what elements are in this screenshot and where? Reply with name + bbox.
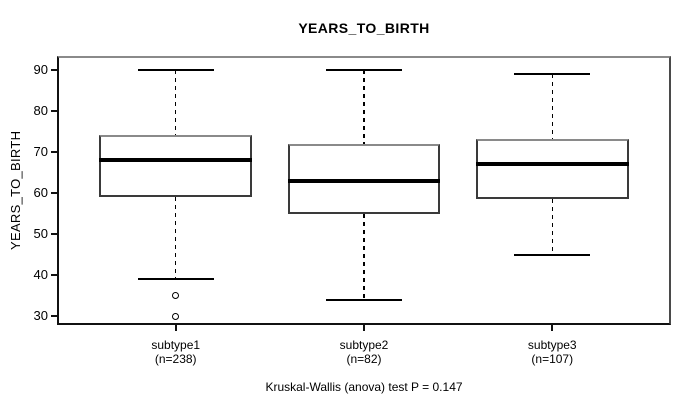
y-tick-label: 80 [33,102,48,118]
x-axis-group-label: subtype2 (n=82) [294,338,434,366]
group-n-label: (n=107) [531,351,574,366]
y-tick-mark [51,274,59,277]
group-label: subtype1 [151,338,201,352]
y-tick-mark [51,68,59,71]
x-tick-mark [551,325,554,331]
group-label: subtype3 [527,338,577,352]
outlier-point [172,292,180,300]
whisker-line-upper [551,73,554,140]
x-tick-mark [174,325,177,331]
whisker-line-lower [551,199,554,255]
group-label: subtype2 [339,338,389,352]
y-tick-mark [51,233,59,236]
y-tick-label: 50 [33,226,48,242]
y-tick-label: 90 [33,61,48,77]
plot-frame [57,56,671,325]
x-axis-group-label: subtype1 (n=238) [106,338,246,366]
whisker-cap-lower [514,253,591,256]
y-tick-mark [51,191,59,194]
median-line [476,162,629,167]
y-tick-label: 40 [33,267,48,283]
y-tick-label: 60 [33,184,48,200]
median-line [99,158,252,163]
chart-title: YEARS_TO_BIRTH [298,20,430,36]
group-n-label: (n=82) [346,351,382,366]
whisker-line-lower [174,197,177,280]
y-tick-label: 70 [33,143,48,159]
outlier-point [172,312,180,320]
whisker-cap-upper [325,68,403,71]
y-tick-mark [51,315,59,318]
y-tick-label: 30 [33,308,48,324]
whisker-line-lower [363,213,365,300]
iqr-box [287,143,441,214]
stat-test-caption: Kruskal-Wallis (anova) test P = 0.147 [265,380,463,394]
iqr-box [476,139,629,200]
whisker-cap-upper [514,72,591,75]
whisker-line-upper [363,69,365,144]
iqr-box [99,135,252,198]
whisker-cap-lower [137,278,214,281]
group-n-label: (n=238) [154,351,197,366]
whisker-cap-upper [137,68,214,71]
whisker-cap-lower [325,298,403,301]
x-tick-mark [363,325,365,331]
x-axis-group-label: subtype3 (n=107) [482,338,622,366]
y-tick-mark [51,150,59,153]
y-tick-mark [51,109,59,112]
whisker-line-upper [174,69,177,136]
median-line [287,178,441,183]
